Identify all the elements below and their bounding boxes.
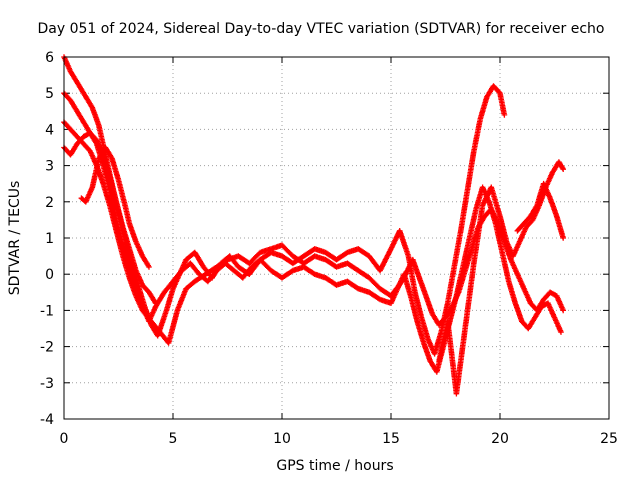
x-tick-label: 5 [169, 431, 178, 447]
y-tick-label: 6 [45, 50, 54, 66]
x-tick-label: 10 [273, 431, 291, 447]
data-points [61, 54, 566, 397]
x-tick-label: 0 [60, 431, 69, 447]
plus-markers-track-1 [61, 54, 508, 357]
series-track-3 [61, 119, 566, 346]
y-tick-label: -2 [40, 340, 54, 356]
plot-frame [63, 56, 610, 420]
plus-markers-track-3 [61, 119, 566, 346]
x-tick-label: 25 [600, 431, 618, 447]
series-track-7 [514, 180, 566, 241]
series-track-2 [61, 90, 564, 375]
y-tick-label: 3 [45, 159, 54, 175]
y-tick-label: -3 [40, 376, 54, 392]
y-tick-label: 4 [45, 122, 54, 138]
y-axis-label: SDTVAR / TECUs [7, 181, 23, 296]
y-tick-label: 0 [45, 267, 54, 283]
series-track-5 [78, 144, 152, 270]
y-tick-label: 1 [45, 231, 54, 247]
y-tick-label: -1 [40, 303, 54, 319]
x-axis-label: GPS time / hours [276, 458, 393, 474]
chart-title: Day 051 of 2024, Sidereal Day-to-day VTE… [38, 21, 605, 37]
plus-markers-track-5 [78, 144, 152, 270]
y-axis-ticks: -4 -3 -2 -1 0 1 2 3 4 5 6 [40, 50, 609, 428]
plus-markers-track-7 [514, 180, 566, 241]
x-tick-label: 15 [382, 431, 400, 447]
y-tick-label: 2 [45, 195, 54, 211]
y-tick-label: -4 [40, 412, 54, 428]
series-track-1 [61, 54, 508, 357]
plus-markers-track-2 [61, 90, 564, 375]
grid-lines [64, 57, 609, 419]
y-tick-label: 5 [45, 86, 54, 102]
x-tick-label: 20 [491, 431, 509, 447]
